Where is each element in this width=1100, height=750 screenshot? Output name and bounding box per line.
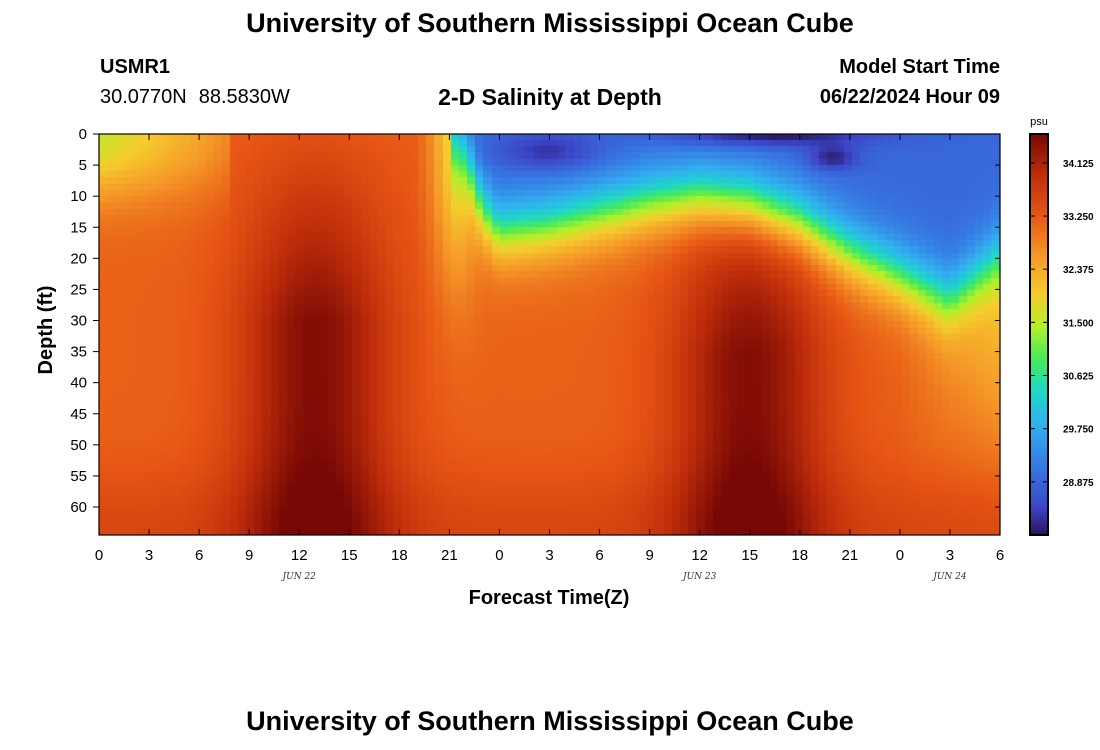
y-tick-label: 30 [70,313,87,330]
y-tick-label: 45 [70,406,87,423]
colorbar-label: 29.750 [1063,425,1094,436]
station-coordinates: 30.0770N 88.5830W [100,86,302,109]
x-tick-label: 0 [95,547,103,564]
x-tick-label: 15 [341,547,358,564]
x-tick-label: 18 [391,547,408,564]
y-tick-label: 55 [70,468,87,485]
colorbar: 34.125 33.250 32.375 31.500 30.625 29.750 28.8… [1029,116,1094,536]
y-tick-label: 5 [79,157,87,174]
x-tick-label: 0 [495,547,503,564]
x-axis: 0 3 6 9 12 15 18 21 0 3 6 9 12 15 18 21 0 3 6 JUN 22 JUN 23 J… [95,134,1004,582]
y-tick-label: 60 [70,499,87,516]
chart-subtitle: 2-D Salinity at Depth [438,84,662,110]
y-tick-label: 50 [70,437,87,454]
longitude: 88.5830W [198,86,290,108]
x-tick-label: 12 [291,547,308,564]
x-tick-label: 9 [245,547,253,564]
x-date-label: JUN 23 [681,572,717,582]
y-tick-label: 25 [70,281,87,298]
latitude: 30.0770N [100,86,187,108]
x-axis-title: Forecast Time(Z) [469,587,630,609]
y-tick-label: 35 [70,344,87,361]
colorbar-label: 32.375 [1063,265,1094,276]
x-tick-label: 3 [946,547,954,564]
colorbar-label: 28.875 [1063,478,1094,489]
colorbar-unit: psu [1030,116,1048,128]
x-tick-label: 18 [791,547,808,564]
y-tick-label: 0 [79,126,87,143]
colorbar-label: 30.625 [1063,372,1094,383]
plot-frame [98,133,1001,536]
salinity-heatmap [99,134,1000,535]
colorbar-label: 34.125 [1063,159,1094,170]
x-tick-label: 21 [441,547,458,564]
x-tick-label: 21 [841,547,858,564]
model-start-value: 06/22/2024 Hour 09 [819,86,1000,108]
y-axis-title: Depth (ft) [35,286,57,375]
y-tick-label: 40 [70,375,87,392]
model-start-label: Model Start Time [839,56,1000,78]
x-tick-label: 15 [741,547,758,564]
x-tick-label: 6 [595,547,603,564]
x-tick-label: 12 [691,547,708,564]
x-tick-label: 6 [996,547,1004,564]
colorbar-label: 31.500 [1063,318,1094,329]
x-tick-label: 0 [896,547,904,564]
y-axis: 0 5 10 15 20 25 30 35 40 45 50 55 60 [70,126,1000,516]
page-title: University of Southern Mississippi Ocean… [246,8,854,38]
x-tick-label: 6 [195,547,203,564]
y-tick-label: 15 [70,219,87,236]
station-id: USMR1 [100,56,171,78]
x-tick-label: 9 [645,547,653,564]
x-date-label: JUN 22 [281,572,317,582]
footer-title: University of Southern Mississippi Ocean… [246,706,854,736]
y-tick-label: 10 [70,188,87,205]
colorbar-label: 33.250 [1063,212,1094,223]
x-tick-label: 3 [145,547,153,564]
x-date-label: JUN 24 [931,572,967,582]
colorbar-gradient [1029,133,1049,536]
y-tick-label: 20 [70,250,87,267]
x-tick-label: 3 [545,547,553,564]
